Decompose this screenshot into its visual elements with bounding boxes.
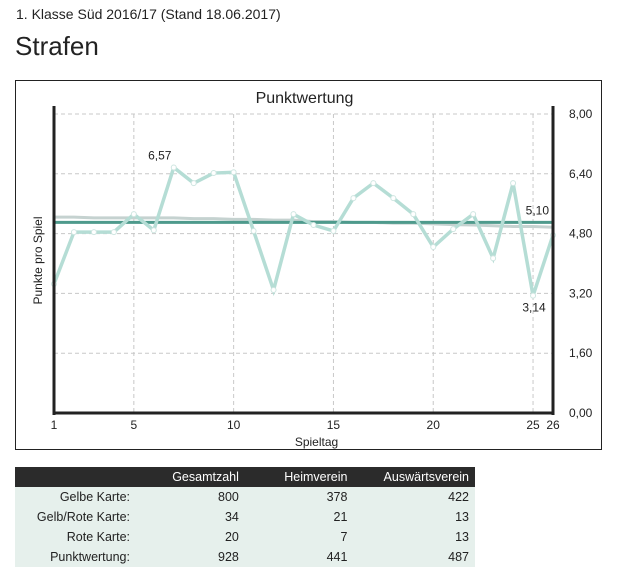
away-cell: 487 bbox=[353, 547, 475, 567]
chart-title: Punktwertung bbox=[256, 90, 354, 107]
home-cell: 441 bbox=[244, 547, 354, 567]
data-point-marker bbox=[490, 255, 497, 262]
x-tick-label: 1 bbox=[51, 418, 58, 432]
total-cell: 34 bbox=[136, 507, 245, 527]
x-tick-label: 26 bbox=[546, 418, 560, 432]
home-cell: 378 bbox=[244, 487, 354, 507]
x-axis-label: Spieltag bbox=[295, 435, 338, 449]
row-label: Rote Karte: bbox=[15, 527, 136, 547]
column-header-total: Gesamtzahl bbox=[136, 467, 245, 487]
page-title: Strafen bbox=[15, 31, 99, 61]
page-subtitle: 1. Klasse Süd 2016/17 (Stand 18.06.2017) bbox=[16, 6, 281, 22]
data-point-marker bbox=[130, 211, 137, 218]
data-point-marker bbox=[230, 169, 237, 176]
data-point-marker bbox=[270, 287, 277, 294]
x-tick-label: 20 bbox=[427, 418, 441, 432]
card-stats-table: Gesamtzahl Heimverein Auswärtsverein Gel… bbox=[15, 467, 475, 567]
average-value-label: 5,10 bbox=[526, 203, 550, 217]
home-cell: 7 bbox=[244, 527, 354, 547]
data-point-marker bbox=[110, 229, 117, 236]
data-point-marker bbox=[310, 222, 317, 229]
data-point-marker bbox=[290, 211, 297, 218]
y-tick-label: 4,80 bbox=[569, 227, 593, 241]
total-cell: 928 bbox=[136, 547, 245, 567]
data-point-marker bbox=[70, 229, 77, 236]
data-point-marker bbox=[390, 195, 397, 202]
column-header-home: Heimverein bbox=[244, 467, 354, 487]
away-cell: 13 bbox=[353, 507, 475, 527]
chart-panel: Punktwertung 8,00 6,40 4,80 3,20 1,60 0,00 1 5 10… bbox=[15, 80, 602, 450]
data-point-marker bbox=[210, 170, 217, 177]
column-header-away: Auswärtsverein bbox=[353, 467, 475, 487]
min-value-label: 3,14 bbox=[522, 301, 546, 315]
data-point-marker bbox=[90, 229, 97, 236]
data-point-marker bbox=[190, 180, 197, 187]
row-label: Punktwertung: bbox=[15, 547, 136, 567]
away-cell: 13 bbox=[353, 527, 475, 547]
data-point-marker bbox=[350, 195, 357, 202]
table-header-row: Gesamtzahl Heimverein Auswärtsverein bbox=[15, 467, 475, 487]
data-point-marker bbox=[530, 292, 537, 299]
table-row: Gelbe Karte: 800 378 422 bbox=[15, 487, 475, 507]
max-value-label: 6,57 bbox=[148, 148, 172, 162]
table-row: Gelb/Rote Karte: 34 21 13 bbox=[15, 507, 475, 527]
away-cell: 422 bbox=[353, 487, 475, 507]
row-label: Gelb/Rote Karte: bbox=[15, 507, 136, 527]
home-cell: 21 bbox=[244, 507, 354, 527]
total-cell: 800 bbox=[136, 487, 245, 507]
y-tick-label: 6,40 bbox=[569, 167, 593, 181]
x-tick-label: 10 bbox=[227, 418, 241, 432]
data-point-marker bbox=[510, 180, 517, 187]
x-tick-label: 25 bbox=[526, 418, 540, 432]
data-point-marker bbox=[150, 227, 157, 234]
data-point-marker bbox=[430, 244, 437, 251]
data-point-marker bbox=[410, 211, 417, 218]
data-point-marker bbox=[450, 226, 457, 233]
table-row: Rote Karte: 20 7 13 bbox=[15, 527, 475, 547]
y-tick-label: 1,60 bbox=[569, 346, 593, 360]
data-point-marker bbox=[470, 211, 477, 218]
data-point-marker bbox=[330, 227, 337, 234]
y-axis-label: Punkte pro Spiel bbox=[31, 216, 45, 304]
table-row: Punktwertung: 928 441 487 bbox=[15, 547, 475, 567]
total-cell: 20 bbox=[136, 527, 245, 547]
x-tick-label: 5 bbox=[130, 418, 137, 432]
y-tick-label: 3,20 bbox=[569, 286, 593, 300]
column-header-label bbox=[15, 467, 136, 487]
series-line-values bbox=[52, 164, 555, 297]
y-tick-label: 0,00 bbox=[569, 406, 593, 420]
x-tick-label: 15 bbox=[327, 418, 341, 432]
row-label: Gelbe Karte: bbox=[15, 487, 136, 507]
data-point-marker bbox=[370, 180, 377, 187]
y-tick-label: 8,00 bbox=[569, 107, 593, 121]
data-point-marker bbox=[170, 164, 177, 171]
data-point-marker bbox=[250, 227, 257, 234]
